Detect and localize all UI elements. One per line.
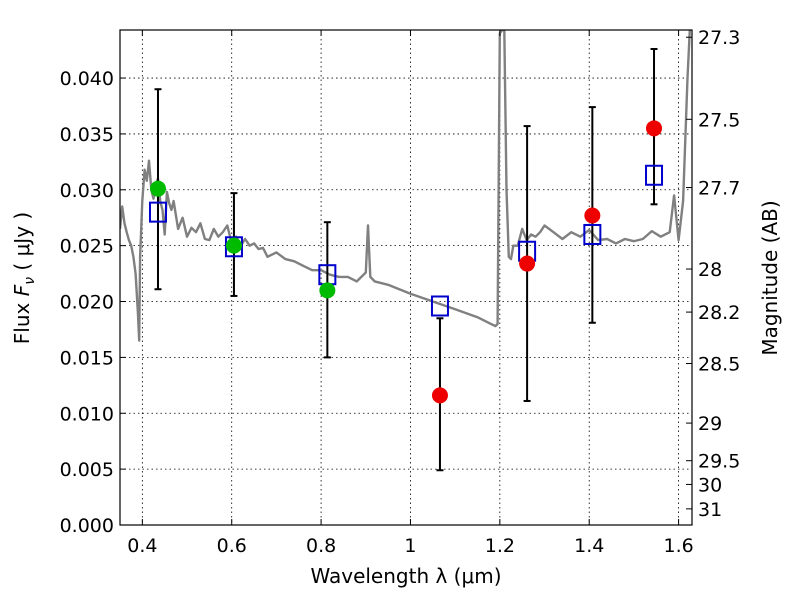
observed-point [149, 180, 166, 197]
y-tick-label: 0.015 [60, 347, 114, 369]
y2-tick-label: 28.5 [698, 353, 740, 375]
observed-point [584, 207, 601, 224]
y2-tick-label: 29 [698, 413, 722, 435]
y2-tick-label: 31 [698, 499, 722, 521]
observed-point [319, 282, 336, 299]
model-square [430, 295, 449, 317]
y2-tick-label: 30 [698, 474, 722, 496]
x-tick-label: 0.4 [127, 535, 157, 557]
y-tick-label: 0.035 [60, 124, 114, 146]
model-square [583, 223, 602, 245]
x-tick-label: 1.6 [663, 535, 693, 557]
y-tick-label: 0.040 [60, 68, 114, 90]
x-axis-ticks: 0.4 0.6 0.8 1 1.2 1.4 1.6 [127, 30, 694, 557]
y2-tick-label: 27.5 [698, 109, 740, 131]
model-square [645, 164, 664, 186]
observed-point [519, 255, 536, 272]
x-tick-label: 1 [404, 535, 416, 557]
model-square [224, 236, 243, 258]
x-axis-label: Wavelength λ (μm) [310, 564, 501, 588]
plot-frame [119, 29, 693, 526]
y2-tick-label: 29.5 [698, 451, 740, 473]
observed-point [646, 120, 663, 137]
model-square [148, 201, 167, 223]
grid-lines [120, 30, 692, 526]
y2-tick-label: 27.7 [698, 178, 740, 200]
y-axis-ticks: 0.000 0.005 0.010 0.015 0.020 0.025 0.030 0.035… [60, 68, 126, 537]
x-tick-label: 1.4 [574, 535, 604, 557]
y-tick-label: 0.000 [60, 515, 114, 537]
x-tick-label: 1.2 [485, 535, 515, 557]
y2-tick-label: 28 [698, 259, 722, 281]
y-tick-label: 0.025 [60, 236, 114, 258]
y2-tick-label: 28.2 [698, 302, 740, 324]
observed-point [225, 237, 242, 254]
y-tick-label: 0.020 [60, 292, 114, 314]
y2-axis-ticks: 27.3 27.5 27.7 28 28.2 28.5 29 29.530 31 [686, 27, 740, 521]
observed-point [431, 387, 448, 404]
y2-tick-label: 27.3 [698, 27, 740, 49]
y-axis-label: Flux Fν ( μJy ) [10, 212, 38, 344]
x-tick-label: 0.8 [306, 535, 336, 557]
plot-area [120, 30, 691, 472]
x-tick-label: 0.6 [217, 535, 247, 557]
spectrum-line [120, 30, 691, 342]
y-tick-label: 0.005 [60, 459, 114, 481]
y-tick-label: 0.010 [60, 403, 114, 425]
y-tick-label: 0.030 [60, 180, 114, 202]
y2-axis-label: Magnitude (AB) [758, 200, 782, 355]
